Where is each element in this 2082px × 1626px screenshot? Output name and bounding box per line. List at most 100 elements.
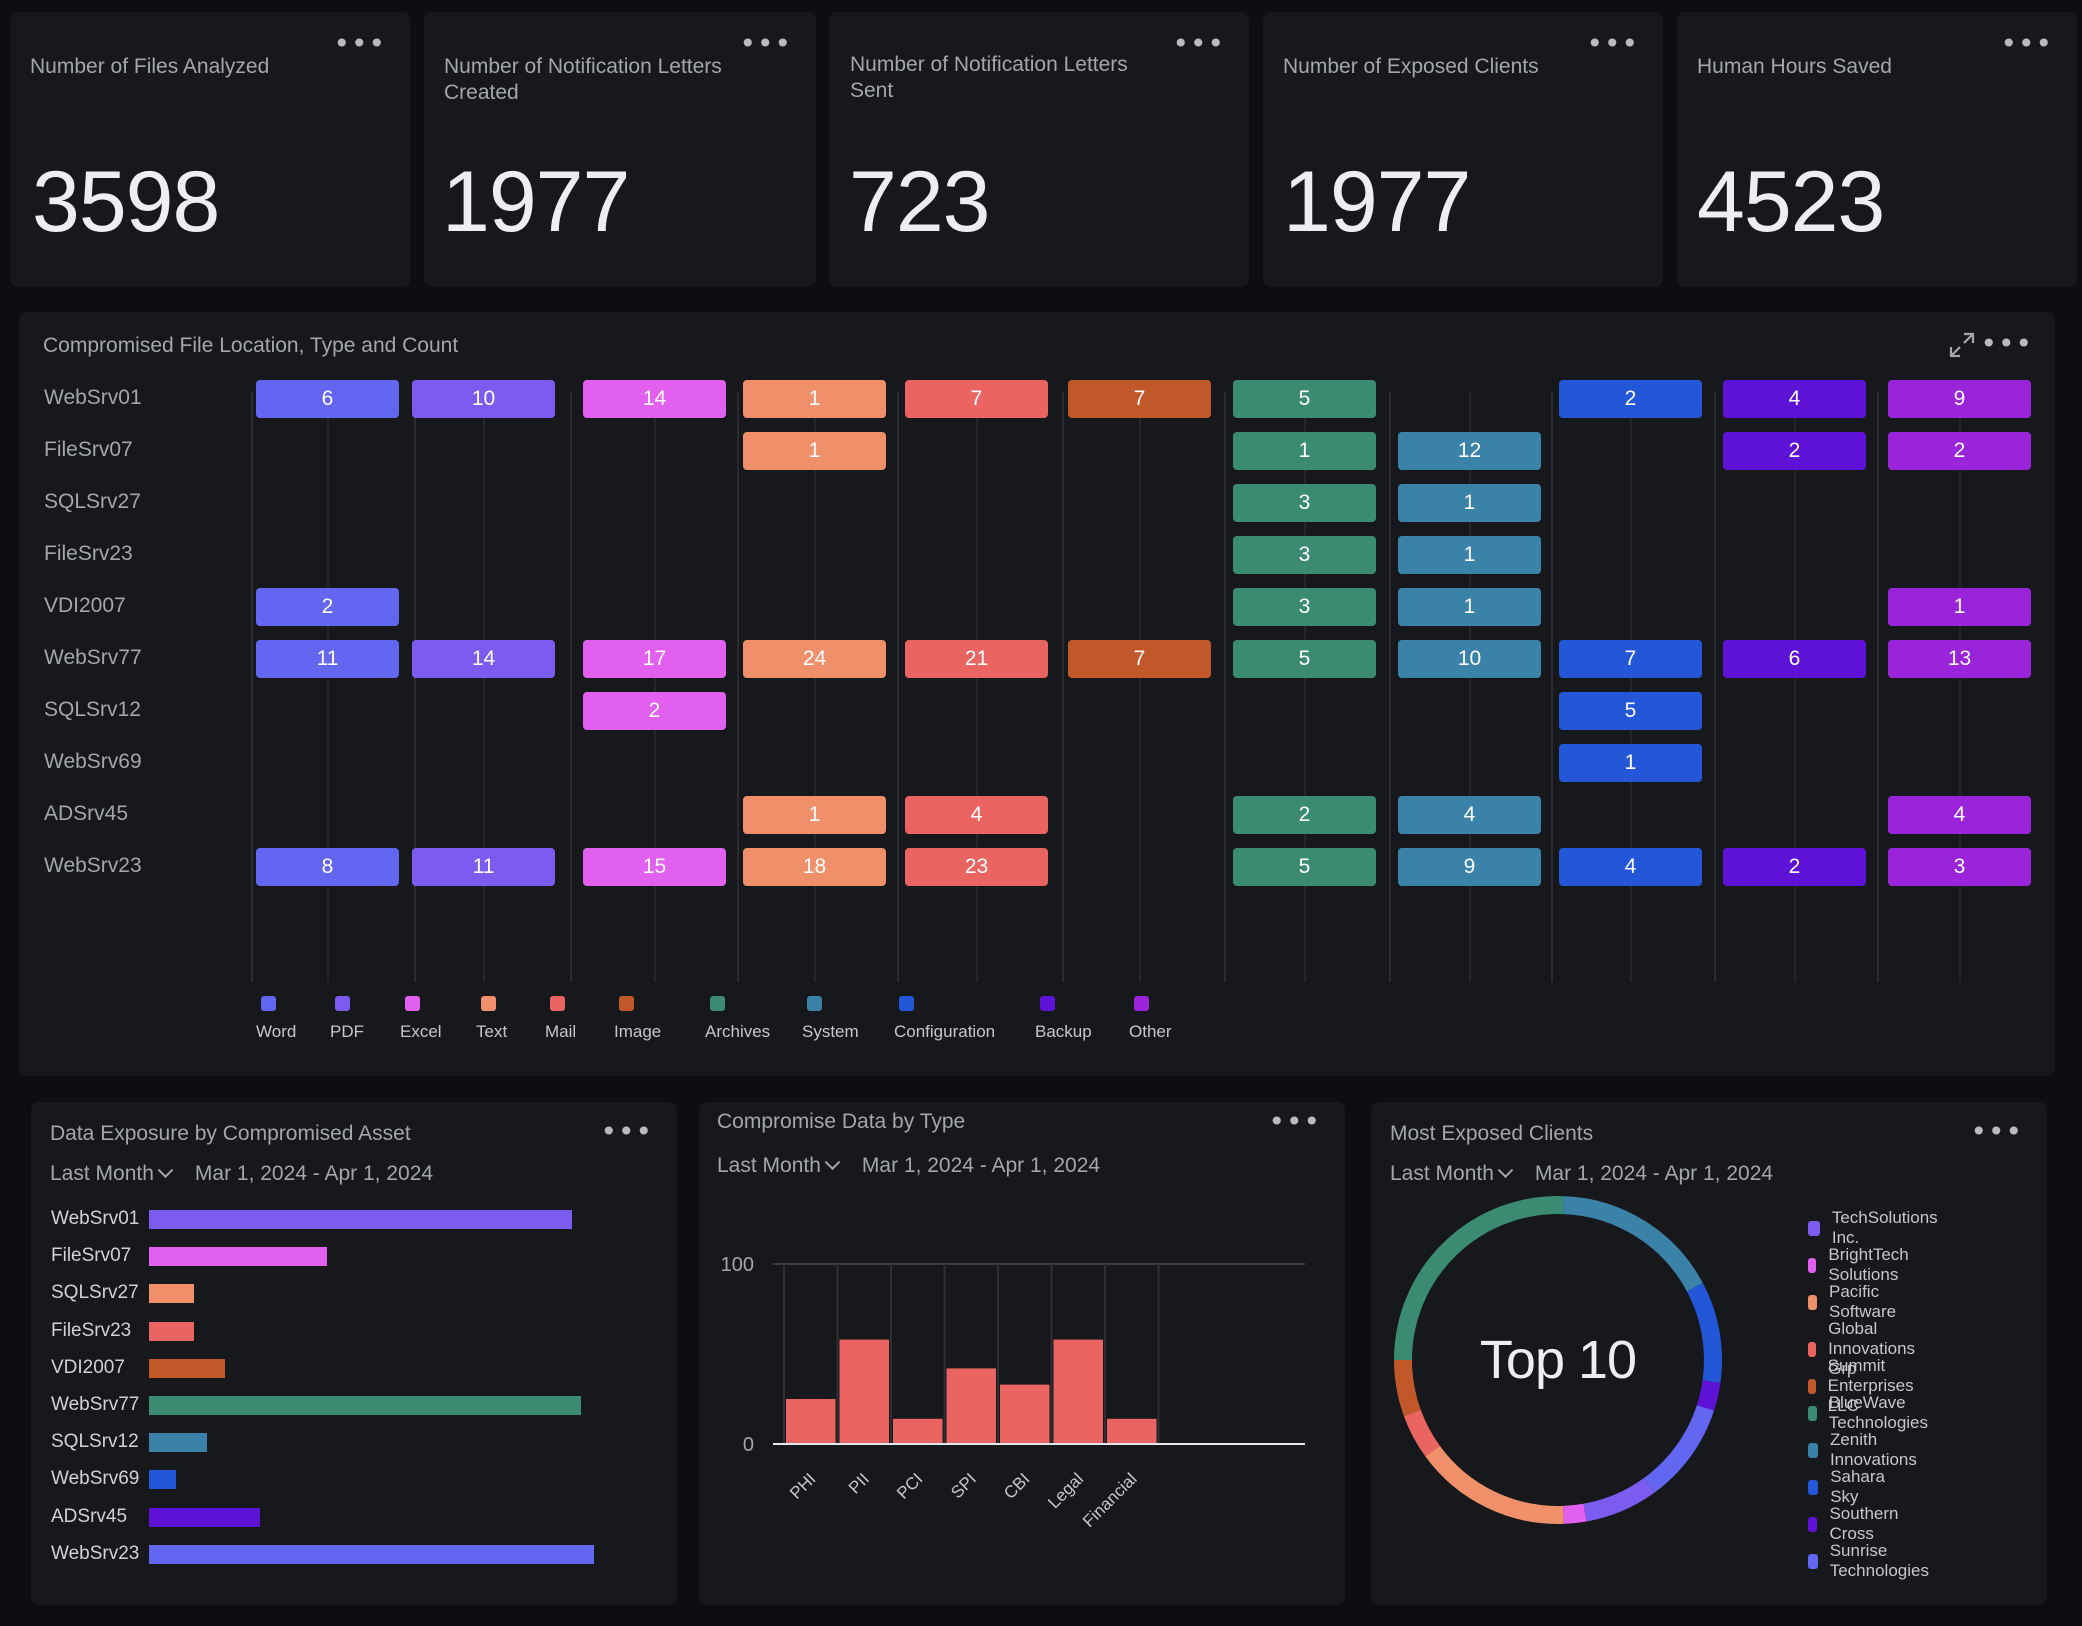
heatmap-cell[interactable]: 23 (905, 848, 1048, 886)
exposure-bar[interactable] (149, 1470, 176, 1490)
more-options-icon[interactable]: ••• (1970, 1115, 2023, 1148)
heatmap-cell[interactable]: 1 (1233, 432, 1376, 470)
exposure-bar[interactable] (149, 1396, 581, 1415)
heatmap-cell[interactable]: 10 (412, 380, 555, 418)
heatmap-cell[interactable]: 4 (1559, 848, 1702, 886)
heatmap-cell[interactable]: 12 (1398, 432, 1541, 470)
heatmap-cell[interactable]: 11 (256, 640, 399, 678)
expand-icon[interactable] (1947, 330, 1977, 360)
heatmap-cell[interactable]: 17 (583, 640, 726, 678)
legend-item[interactable]: Sunrise Technologies (1808, 1541, 1934, 1581)
exposure-bar[interactable] (149, 1433, 207, 1453)
more-options-icon[interactable]: ••• (1268, 1105, 1321, 1138)
legend-label: TechSolutions Inc. (1831, 1208, 1938, 1247)
legend-item[interactable]: BrightTech Solutions (1808, 1245, 1915, 1285)
heatmap-cell[interactable]: 3 (1233, 536, 1376, 574)
heatmap-cell[interactable]: 4 (905, 796, 1048, 834)
exposure-bar[interactable] (149, 1247, 327, 1267)
heatmap-cell[interactable]: 15 (583, 848, 726, 886)
kpi-title: Number of Notification Letters Created (444, 55, 722, 104)
heatmap-cell[interactable]: 1 (1398, 484, 1541, 522)
heatmap-cell[interactable]: 5 (1233, 380, 1376, 418)
exposure-bar[interactable] (149, 1358, 225, 1378)
heatmap-cell[interactable]: 14 (412, 640, 555, 678)
heatmap-cell[interactable]: 7 (1559, 640, 1702, 678)
heatmap-cell[interactable]: 2 (1233, 796, 1376, 834)
heatmap-cell[interactable]: 4 (1888, 796, 2031, 834)
row-label-websrv77: WebSrv77 (44, 646, 142, 669)
x-tick-label: SPI (947, 1469, 980, 1502)
exposure-bar[interactable] (149, 1544, 594, 1564)
legend-item[interactable]: TechSolutions Inc. (1808, 1208, 1941, 1248)
heatmap-cell[interactable]: 2 (1559, 380, 1702, 418)
period-dropdown[interactable]: Last Month (50, 1161, 174, 1186)
more-options-icon[interactable]: ••• (739, 27, 792, 60)
heatmap-cell[interactable]: 4 (1398, 796, 1541, 834)
heatmap-cell[interactable]: 7 (1068, 640, 1211, 678)
exposure-bar[interactable] (149, 1507, 261, 1527)
heatmap-cell[interactable]: 3 (1233, 484, 1376, 522)
heatmap-cell[interactable]: 7 (905, 380, 1048, 418)
heatmap-cell[interactable]: 5 (1233, 848, 1376, 886)
column-divider (1714, 392, 1716, 982)
legend-item[interactable]: Sahara Sky (1808, 1467, 1890, 1507)
legend-item[interactable]: Southern Cross (1808, 1504, 1904, 1544)
heatmap-cell[interactable]: 2 (1723, 432, 1866, 470)
heatmap-cell[interactable]: 2 (256, 588, 399, 626)
exposure-bar[interactable] (149, 1284, 194, 1304)
period-dropdown[interactable]: Last Month (1390, 1161, 1514, 1186)
legend-item[interactable]: Global Innovations Grp (1808, 1319, 1922, 1379)
heatmap-cell[interactable]: 8 (256, 848, 399, 886)
heatmap-cell[interactable]: 21 (905, 640, 1048, 678)
heatmap-cell[interactable]: 4 (1723, 380, 1866, 418)
more-options-icon[interactable]: ••• (333, 27, 386, 60)
more-options-icon[interactable]: ••• (1586, 27, 1639, 60)
legend-swatch (1808, 1553, 1818, 1569)
exposure-bar[interactable] (149, 1210, 572, 1229)
heatmap-cell[interactable]: 3 (1888, 848, 2031, 886)
exposure-title: Data Exposure by Compromised Asset (50, 1122, 411, 1145)
heatmap-cell[interactable]: 6 (256, 380, 399, 418)
exposure-bar[interactable] (149, 1321, 194, 1341)
heatmap-cell[interactable]: 10 (1398, 640, 1541, 678)
heatmap-cell[interactable]: 2 (583, 692, 726, 730)
heatmap-cell[interactable]: 1 (743, 796, 886, 834)
heatmap-cell[interactable]: 14 (583, 380, 726, 418)
heatmap-cell[interactable]: 2 (1723, 848, 1866, 886)
more-options-icon[interactable]: ••• (2000, 27, 2053, 60)
y-tick-label: 0 (743, 1434, 754, 1456)
heatmap-cell[interactable]: 9 (1398, 848, 1541, 886)
heatmap-cell[interactable]: 5 (1233, 640, 1376, 678)
heatmap-cell[interactable]: 1 (1888, 588, 2031, 626)
heatmap-cell[interactable]: 6 (1723, 640, 1866, 678)
heatmap-cell[interactable]: 1 (743, 380, 886, 418)
more-options-icon[interactable]: ••• (1980, 327, 2033, 360)
legend-swatch (1808, 1405, 1817, 1421)
heatmap-title: Compromised File Location, Type and Coun… (43, 334, 459, 357)
legend-item[interactable]: Zenith Innovations (1808, 1430, 1922, 1470)
legend-label-configuration: Configuration (894, 1022, 996, 1041)
heatmap-cell[interactable]: 24 (743, 640, 886, 678)
heatmap-cell[interactable]: 1 (1559, 744, 1702, 782)
heatmap-cell[interactable]: 5 (1559, 692, 1702, 730)
heatmap-cell[interactable]: 9 (1888, 380, 2031, 418)
heatmap-cell[interactable]: 1 (1398, 536, 1541, 574)
legend-swatch (899, 996, 914, 1011)
heatmap-cell[interactable]: 18 (743, 848, 886, 886)
legend-swatch (1808, 1220, 1820, 1236)
heatmap-cell[interactable]: 3 (1233, 588, 1376, 626)
kpi-value: 4523 (1697, 154, 1885, 250)
heatmap-cell[interactable]: 11 (412, 848, 555, 886)
more-options-icon[interactable]: ••• (1172, 27, 1225, 60)
heatmap-cell[interactable]: 7 (1068, 380, 1211, 418)
bar-label: SQLSrv12 (51, 1431, 139, 1453)
legend-item[interactable]: BlueWave Technologies (1808, 1393, 1934, 1433)
period-dropdown[interactable]: Last Month (717, 1153, 841, 1178)
legend-item[interactable]: Pacific Software (1808, 1282, 1902, 1322)
heatmap-cell[interactable]: 1 (743, 432, 886, 470)
heatmap-cell[interactable]: 2 (1888, 432, 2031, 470)
heatmap-cell[interactable]: 13 (1888, 640, 2031, 678)
heatmap-cell[interactable]: 1 (1398, 588, 1541, 626)
legend-item[interactable]: Summit Enterprises LLC (1808, 1356, 1921, 1416)
more-options-icon[interactable]: ••• (600, 1115, 653, 1148)
